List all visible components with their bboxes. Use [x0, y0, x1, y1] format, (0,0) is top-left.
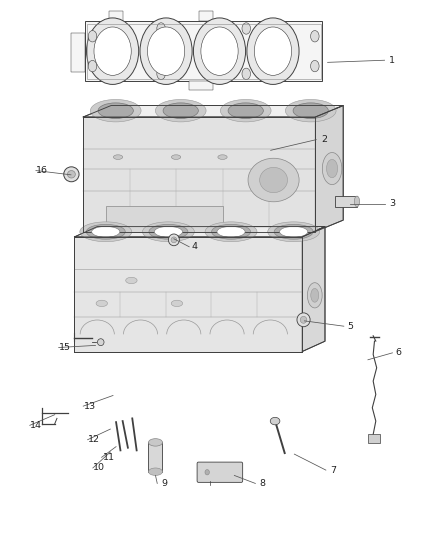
- Ellipse shape: [205, 470, 209, 475]
- Ellipse shape: [311, 60, 319, 72]
- Text: 9: 9: [161, 479, 167, 488]
- Ellipse shape: [94, 27, 131, 75]
- Text: 13: 13: [84, 402, 96, 410]
- Ellipse shape: [97, 339, 104, 345]
- Bar: [368, 434, 380, 443]
- Ellipse shape: [326, 159, 338, 177]
- Text: 16: 16: [35, 166, 48, 175]
- Ellipse shape: [248, 158, 299, 202]
- Ellipse shape: [87, 18, 139, 84]
- Ellipse shape: [354, 196, 360, 207]
- Text: 8: 8: [260, 479, 266, 488]
- Ellipse shape: [88, 60, 97, 72]
- Ellipse shape: [171, 237, 177, 243]
- Ellipse shape: [201, 27, 238, 75]
- Ellipse shape: [242, 68, 251, 79]
- Ellipse shape: [90, 100, 141, 122]
- Polygon shape: [83, 106, 343, 117]
- Ellipse shape: [113, 155, 123, 159]
- Ellipse shape: [285, 100, 336, 122]
- Ellipse shape: [171, 300, 183, 306]
- Text: 2: 2: [321, 135, 327, 144]
- Ellipse shape: [220, 100, 271, 122]
- Ellipse shape: [300, 316, 307, 323]
- Ellipse shape: [311, 30, 319, 42]
- Ellipse shape: [142, 222, 194, 241]
- Text: 3: 3: [389, 199, 395, 208]
- FancyBboxPatch shape: [197, 462, 243, 482]
- Ellipse shape: [157, 23, 166, 34]
- Ellipse shape: [148, 439, 162, 446]
- Text: 5: 5: [347, 322, 353, 330]
- Ellipse shape: [194, 18, 246, 84]
- Ellipse shape: [163, 103, 198, 118]
- Text: 4: 4: [192, 243, 198, 251]
- Ellipse shape: [270, 417, 280, 425]
- Ellipse shape: [98, 103, 133, 118]
- Text: 1: 1: [389, 56, 395, 64]
- Bar: [148, 442, 162, 472]
- Ellipse shape: [254, 27, 292, 75]
- Bar: [71, 33, 85, 72]
- Ellipse shape: [88, 30, 97, 42]
- Ellipse shape: [149, 224, 188, 239]
- Text: 15: 15: [59, 343, 71, 352]
- Ellipse shape: [168, 234, 180, 246]
- Ellipse shape: [148, 468, 162, 475]
- Ellipse shape: [80, 222, 132, 241]
- Text: 14: 14: [30, 421, 42, 430]
- Ellipse shape: [218, 155, 227, 159]
- Bar: [199, 11, 213, 21]
- Polygon shape: [302, 227, 325, 352]
- Ellipse shape: [311, 288, 319, 302]
- Ellipse shape: [171, 155, 181, 159]
- Ellipse shape: [86, 224, 125, 239]
- Ellipse shape: [322, 152, 342, 184]
- Bar: [85, 21, 322, 81]
- Ellipse shape: [126, 277, 137, 284]
- Ellipse shape: [242, 23, 251, 34]
- Bar: [87, 23, 321, 79]
- Ellipse shape: [293, 103, 328, 118]
- Ellipse shape: [228, 103, 263, 118]
- Ellipse shape: [212, 224, 251, 239]
- Bar: [74, 237, 302, 352]
- Polygon shape: [74, 227, 325, 237]
- Ellipse shape: [247, 18, 299, 84]
- Text: 11: 11: [102, 453, 115, 462]
- Ellipse shape: [140, 18, 192, 84]
- Polygon shape: [315, 106, 343, 231]
- Text: 7: 7: [330, 466, 336, 474]
- Bar: [109, 11, 123, 21]
- Ellipse shape: [297, 313, 310, 327]
- Bar: [190, 81, 213, 90]
- Ellipse shape: [157, 68, 166, 79]
- Bar: [335, 196, 357, 207]
- Ellipse shape: [260, 167, 287, 192]
- Ellipse shape: [274, 224, 313, 239]
- Ellipse shape: [154, 227, 183, 237]
- Ellipse shape: [155, 100, 206, 122]
- Bar: [83, 117, 315, 231]
- Ellipse shape: [279, 227, 308, 237]
- Text: 12: 12: [88, 435, 100, 444]
- Bar: [106, 206, 223, 231]
- Ellipse shape: [148, 27, 185, 75]
- Text: 10: 10: [92, 464, 105, 472]
- Ellipse shape: [268, 222, 320, 241]
- Text: 6: 6: [396, 349, 402, 357]
- Ellipse shape: [92, 227, 120, 237]
- Ellipse shape: [217, 227, 245, 237]
- Ellipse shape: [205, 222, 257, 241]
- Ellipse shape: [307, 282, 322, 308]
- Ellipse shape: [64, 167, 79, 182]
- Ellipse shape: [96, 300, 107, 306]
- Ellipse shape: [67, 171, 75, 178]
